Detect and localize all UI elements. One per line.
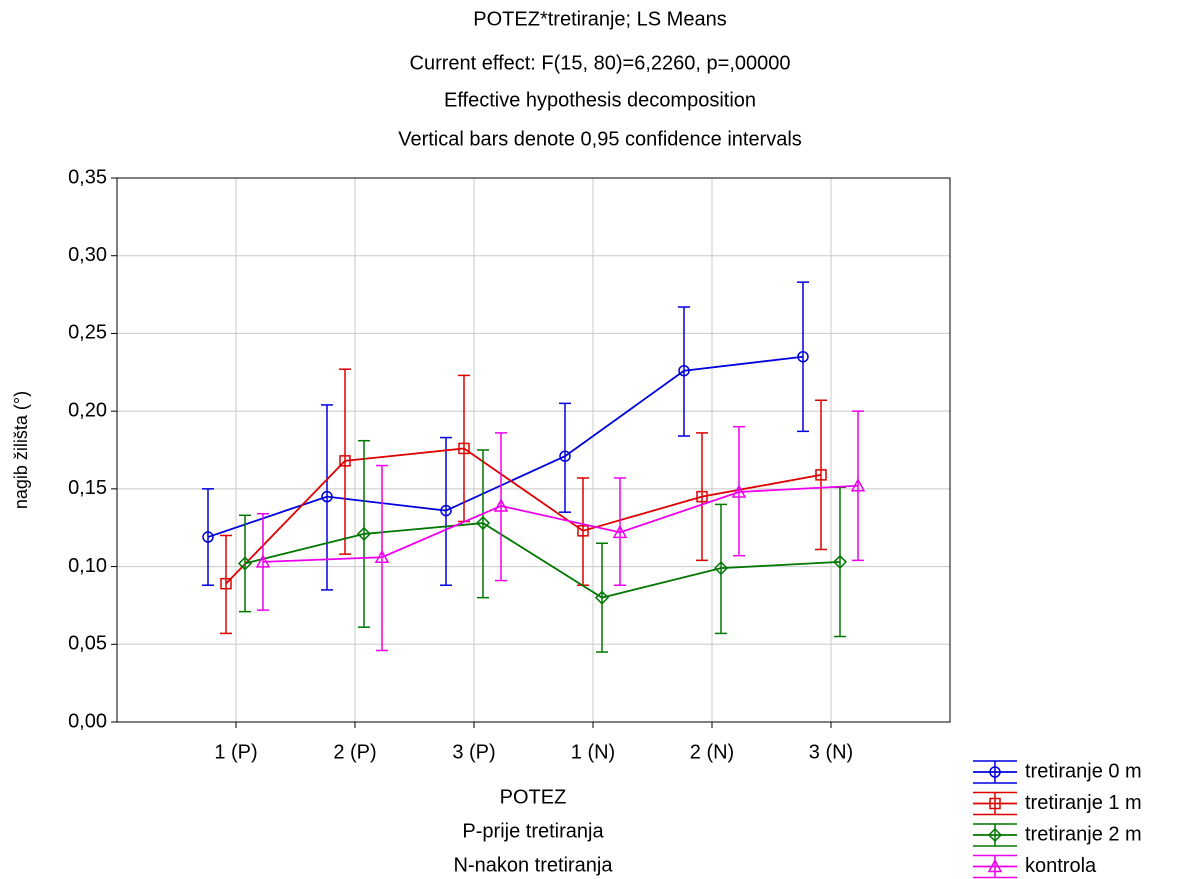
legend-label: kontrola xyxy=(1025,855,1097,877)
legend-label: tretiranje 0 m xyxy=(1025,760,1142,782)
legend-marker xyxy=(989,797,1001,810)
x-axis-label: POTEZ xyxy=(500,786,567,808)
data-point xyxy=(374,549,390,563)
x-axis-label: P-prije tretiranja xyxy=(462,820,604,842)
series-line xyxy=(207,355,804,538)
y-tick-label: 0,00 xyxy=(68,710,107,732)
y-tick-label: 0,35 xyxy=(68,166,107,188)
x-tick-label: 3 (P) xyxy=(452,741,495,763)
chart-subtitle: Effective hypothesis decomposition xyxy=(444,89,756,111)
y-tick-label: 0,15 xyxy=(68,477,107,499)
data-point xyxy=(475,515,491,531)
y-axis-label: nagib žilišta (°) xyxy=(11,391,31,509)
data-point xyxy=(339,455,351,467)
data-point xyxy=(696,490,708,503)
x-tick-label: 1 (N) xyxy=(571,741,615,763)
x-axis-label: N-nakon tretiranja xyxy=(454,854,614,876)
data-point xyxy=(356,526,372,541)
data-point xyxy=(493,498,509,512)
legend-marker xyxy=(987,827,1003,843)
x-tick-label: 3 (N) xyxy=(809,741,853,763)
legend-label: tretiranje 1 m xyxy=(1025,792,1142,814)
legend-marker xyxy=(987,858,1003,873)
data-point xyxy=(237,556,253,571)
data-point xyxy=(559,450,571,462)
data-point xyxy=(850,478,866,492)
x-tick-label: 1 (P) xyxy=(214,741,257,763)
series-line xyxy=(262,484,859,563)
legend-marker xyxy=(989,766,1001,778)
series-line xyxy=(244,522,841,599)
data-point xyxy=(220,577,232,590)
data-point xyxy=(678,364,690,377)
legend-label: tretiranje 2 m xyxy=(1025,823,1142,845)
x-tick-label: 2 (N) xyxy=(690,741,734,763)
series-line xyxy=(225,447,822,585)
y-tick-label: 0,05 xyxy=(68,633,107,655)
data-point xyxy=(612,524,628,539)
y-tick-label: 0,30 xyxy=(68,244,107,266)
y-tick-label: 0,25 xyxy=(68,322,107,344)
data-point xyxy=(458,442,470,455)
chart-subtitle: Vertical bars denote 0,95 confidence int… xyxy=(398,128,802,150)
x-tick-label: 2 (P) xyxy=(333,741,376,763)
data-point xyxy=(832,554,848,569)
plot-frame xyxy=(116,177,951,723)
y-tick-label: 0,20 xyxy=(68,399,107,421)
data-point xyxy=(594,590,610,605)
data-point xyxy=(713,561,729,576)
data-point xyxy=(321,490,333,503)
y-tick-label: 0,10 xyxy=(68,555,107,577)
data-point xyxy=(731,484,747,498)
chart-title: POTEZ*tretiranje; LS Means xyxy=(473,8,726,30)
data-point xyxy=(797,350,809,363)
data-point xyxy=(255,554,271,568)
data-point xyxy=(202,531,214,543)
chart-subtitle: Current effect: F(15, 80)=6,2260, p=,000… xyxy=(410,52,791,74)
data-point xyxy=(577,525,589,537)
data-point xyxy=(815,469,827,481)
data-point xyxy=(440,504,452,517)
